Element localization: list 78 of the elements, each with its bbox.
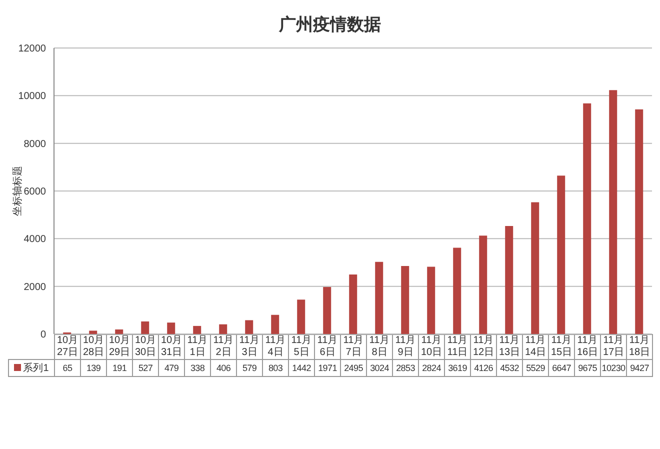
y-tick-label: 2000 <box>24 282 46 293</box>
bar <box>271 314 280 334</box>
y-tick-label: 10000 <box>18 91 46 102</box>
bar <box>479 236 488 334</box>
data-label: 479 <box>158 360 184 376</box>
bar <box>583 103 592 334</box>
data-label: 406 <box>210 360 236 376</box>
data-label: 6647 <box>548 360 574 376</box>
data-label: 4126 <box>470 360 496 376</box>
y-tick-label: 8000 <box>24 138 46 150</box>
data-label: 3619 <box>444 360 470 376</box>
y-tick-label: 6000 <box>24 186 46 198</box>
x-tick-label: 11月6日 <box>314 334 340 360</box>
bar <box>635 109 644 334</box>
x-tick-label: 11月8日 <box>366 334 392 360</box>
data-label: 1971 <box>314 360 340 376</box>
y-tick-label: 12000 <box>18 44 46 55</box>
bar <box>167 322 176 334</box>
x-tick-label: 10月30日 <box>132 334 158 360</box>
x-tick-label: 10月27日 <box>54 334 80 360</box>
data-label: 191 <box>106 360 132 376</box>
x-tick-label: 11月3日 <box>236 334 262 360</box>
data-label: 338 <box>184 360 210 376</box>
bar <box>609 90 618 334</box>
data-label: 9675 <box>574 360 600 376</box>
legend-label: 系列1 <box>8 360 54 376</box>
x-tick-label: 11月13日 <box>496 334 522 360</box>
data-label: 2495 <box>340 360 366 376</box>
data-label: 2824 <box>418 360 444 376</box>
bar <box>89 330 98 334</box>
data-label: 3024 <box>366 360 392 376</box>
x-tick-label: 11月11日 <box>444 334 470 360</box>
x-tick-label: 10月28日 <box>80 334 106 360</box>
x-tick-label: 11月4日 <box>262 334 288 360</box>
x-tick-label: 11月7日 <box>340 334 366 360</box>
y-tick-label: 4000 <box>24 234 46 246</box>
x-tick-label: 11月5日 <box>288 334 314 360</box>
x-tick-label: 11月16日 <box>574 334 600 360</box>
bar <box>349 274 358 334</box>
bar <box>557 176 566 334</box>
data-label: 9427 <box>626 360 652 376</box>
data-label: 1442 <box>288 360 314 376</box>
x-tick-label: 11月10日 <box>418 334 444 360</box>
bar <box>219 324 228 334</box>
bar <box>453 248 462 334</box>
bar <box>531 202 540 334</box>
y-tick-label: 0 <box>40 330 46 341</box>
x-tick-label: 10月31日 <box>158 334 184 360</box>
data-label: 5529 <box>522 360 548 376</box>
data-label: 803 <box>262 360 288 376</box>
data-label: 2853 <box>392 360 418 376</box>
bar <box>401 266 410 334</box>
x-tick-label: 11月12日 <box>470 334 496 360</box>
bar <box>427 266 436 334</box>
bar <box>115 329 124 334</box>
data-label: 65 <box>54 360 80 376</box>
data-label: 10230 <box>600 360 626 376</box>
data-label: 579 <box>236 360 262 376</box>
x-tick-label: 11月2日 <box>210 334 236 360</box>
x-tick-label: 10月29日 <box>106 334 132 360</box>
y-axis-title: 坐标轴标题 <box>12 166 24 216</box>
x-tick-label: 11月17日 <box>600 334 626 360</box>
bar <box>245 320 254 334</box>
x-tick-label: 11月1日 <box>184 334 210 360</box>
x-tick-label: 11月14日 <box>522 334 548 360</box>
bar <box>297 300 306 334</box>
data-label: 139 <box>80 360 106 376</box>
data-label: 527 <box>132 360 158 376</box>
chart-title: 广州疫情数据 <box>278 14 382 36</box>
bar <box>505 226 514 334</box>
x-tick-label: 11月18日 <box>626 334 652 360</box>
x-tick-label: 11月15日 <box>548 334 574 360</box>
bar <box>323 287 332 334</box>
data-label: 4532 <box>496 360 522 376</box>
bar <box>141 321 150 334</box>
x-tick-label: 11月9日 <box>392 334 418 360</box>
bar <box>193 326 202 334</box>
bar <box>375 262 384 334</box>
